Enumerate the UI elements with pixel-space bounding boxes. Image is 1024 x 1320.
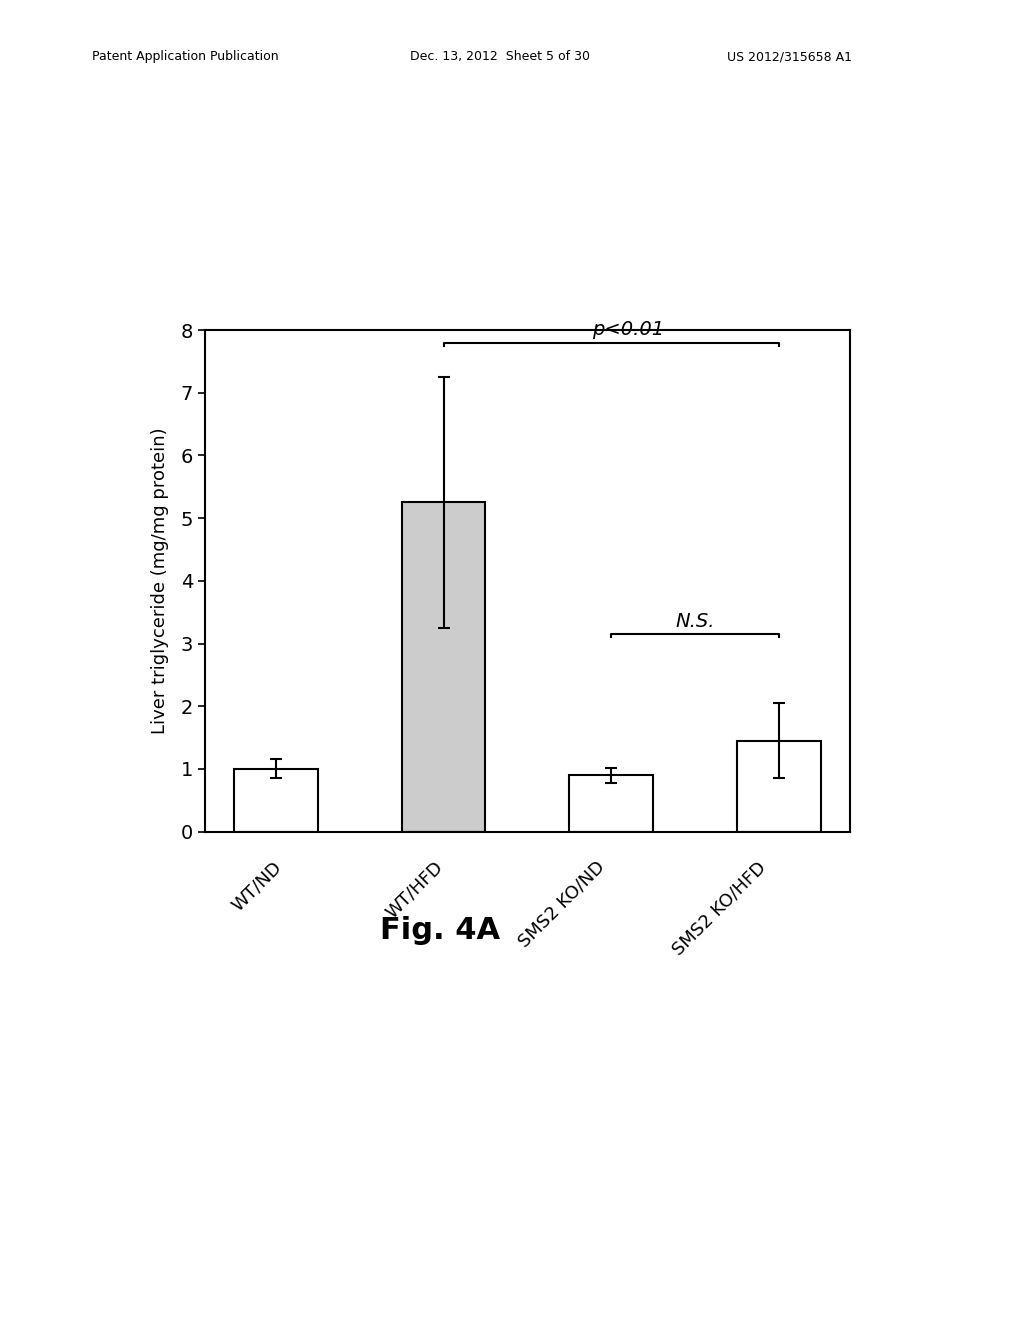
Text: Dec. 13, 2012  Sheet 5 of 30: Dec. 13, 2012 Sheet 5 of 30	[410, 50, 590, 63]
Text: US 2012/315658 A1: US 2012/315658 A1	[727, 50, 852, 63]
Bar	[737, 741, 820, 832]
Text: WT/ND: WT/ND	[228, 858, 286, 915]
Y-axis label: Liver triglyceride (mg/mg protein): Liver triglyceride (mg/mg protein)	[152, 428, 169, 734]
Text: p<0.01: p<0.01	[592, 321, 664, 339]
Text: Fig. 4A: Fig. 4A	[380, 916, 501, 945]
Bar	[569, 775, 653, 832]
Text: N.S.: N.S.	[675, 612, 715, 631]
Text: SMS2 KO/ND: SMS2 KO/ND	[515, 858, 608, 952]
Text: Patent Application Publication: Patent Application Publication	[92, 50, 279, 63]
Bar	[234, 768, 317, 832]
Bar	[401, 503, 485, 832]
Text: SMS2 KO/HFD: SMS2 KO/HFD	[669, 858, 769, 958]
Text: WT/HFD: WT/HFD	[383, 858, 446, 923]
